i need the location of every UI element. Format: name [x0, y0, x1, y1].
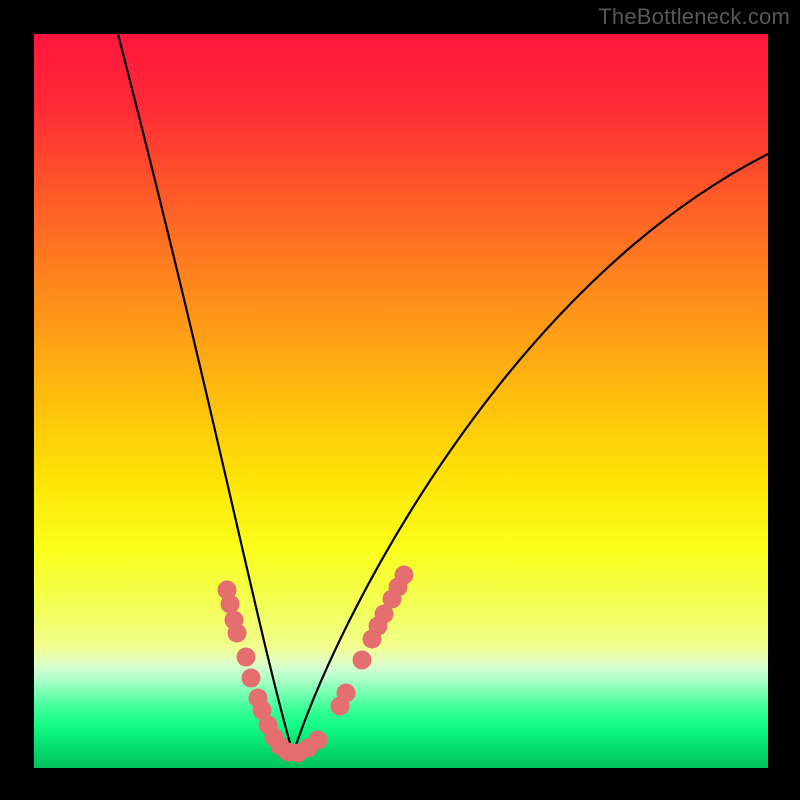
marker-dot	[221, 595, 240, 614]
marker-dot	[228, 624, 247, 643]
gradient-panel	[34, 34, 768, 768]
chart-root: TheBottleneck.com	[0, 0, 800, 800]
marker-dot	[237, 648, 256, 667]
marker-dot	[337, 684, 356, 703]
marker-dot	[242, 669, 261, 688]
marker-dot	[309, 731, 328, 750]
chart-svg	[0, 0, 800, 800]
marker-dot	[395, 566, 414, 585]
marker-dot	[353, 651, 372, 670]
watermark-text: TheBottleneck.com	[598, 4, 790, 30]
